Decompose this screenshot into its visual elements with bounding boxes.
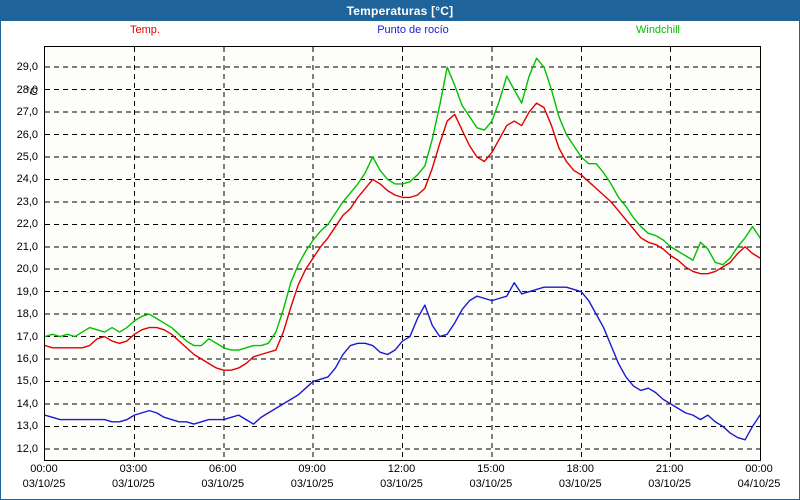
x-axis-tick-time: 18:00 xyxy=(566,463,595,475)
y-axis-tick-label: 16,0 xyxy=(16,352,38,365)
x-axis-tick-time: 00:00 xyxy=(745,463,773,475)
x-axis-tick-date: 03/10/25 xyxy=(558,478,602,490)
legend-item-windchill: Windchill xyxy=(635,24,681,36)
window-title: Temperaturas [°C] xyxy=(1,1,799,21)
x-axis-tick-label: 06:00 03/10/25 xyxy=(201,462,244,492)
chart-legend: Temp. Punto de rocío Windchill xyxy=(1,21,799,43)
x-axis-tick-time: 06:00 xyxy=(208,463,237,475)
series-line-temp xyxy=(45,102,760,371)
x-axis-tick-label: 15:00 03/10/25 xyxy=(469,462,512,492)
x-axis-tick-time: 03:00 xyxy=(119,463,148,475)
x-axis: 00:00 03/10/25 03:00 03/10/25 06:00 03/10/25 0… xyxy=(1,462,799,498)
y-axis-tick-label: 14,0 xyxy=(16,397,38,410)
y-axis-tick-label: 20,0 xyxy=(16,263,38,276)
legend-item-dewpoint: Punto de rocío xyxy=(377,24,449,36)
x-axis-tick-label: 03:00 03/10/25 xyxy=(112,462,155,492)
y-axis-tick-label: 29,0 xyxy=(16,61,38,74)
y-axis: °C 29,0 28,0 27,0 26,0 25,0 24,0 23,0 22,0 21,0 2… xyxy=(1,46,41,461)
x-axis-tick-date: 03/10/25 xyxy=(111,478,155,490)
y-axis-tick-label: 28,0 xyxy=(16,83,38,96)
y-axis-tick-label: 15,0 xyxy=(16,375,38,388)
x-axis-tick-time: 21:00 xyxy=(655,463,684,475)
x-axis-tick-label: 21:00 03/10/25 xyxy=(648,462,691,492)
plot-area xyxy=(44,46,761,461)
x-axis-tick-date: 03/10/25 xyxy=(469,478,513,490)
x-axis-tick-date: 03/10/25 xyxy=(22,478,66,490)
y-axis-tick-label: 17,0 xyxy=(16,330,38,343)
data-series-lines xyxy=(45,57,760,441)
y-axis-tick-label: 26,0 xyxy=(16,128,38,141)
x-axis-tick-label: 00:00 03/10/25 xyxy=(23,462,66,492)
x-axis-tick-date: 03/10/25 xyxy=(290,478,334,490)
y-axis-tick-label: 27,0 xyxy=(16,106,38,119)
series-line-windchill xyxy=(45,57,760,351)
x-axis-tick-label: 18:00 03/10/25 xyxy=(559,462,602,492)
x-axis-tick-date: 03/10/25 xyxy=(201,478,245,490)
y-axis-tick-label: 21,0 xyxy=(16,240,38,253)
x-axis-tick-time: 09:00 xyxy=(298,463,326,475)
y-axis-tick-label: 22,0 xyxy=(16,218,38,231)
y-axis-tick-label: 25,0 xyxy=(16,150,38,163)
x-axis-tick-label: 12:00 03/10/25 xyxy=(380,462,423,492)
x-axis-tick-label: 00:00 04/10/25 xyxy=(738,462,781,492)
x-axis-tick-date: 03/10/25 xyxy=(648,478,692,490)
y-axis-tick-label: 13,0 xyxy=(16,420,38,433)
grid-lines xyxy=(45,47,760,460)
y-axis-unit-label: °C xyxy=(25,86,38,98)
x-axis-tick-time: 00:00 xyxy=(30,463,58,475)
x-axis-tick-date: 04/10/25 xyxy=(737,478,781,490)
x-axis-tick-label: 09:00 03/10/25 xyxy=(291,462,334,492)
legend-item-temp: Temp. xyxy=(130,24,160,36)
series-line-dewpoint xyxy=(45,281,760,441)
x-axis-tick-date: 03/10/25 xyxy=(380,478,423,490)
y-axis-tick-label: 24,0 xyxy=(16,173,38,186)
y-axis-tick-label: 18,0 xyxy=(16,308,38,321)
x-axis-tick-time: 12:00 xyxy=(387,463,416,475)
y-axis-tick-label: 19,0 xyxy=(16,285,38,298)
y-axis-tick-label: 12,0 xyxy=(16,442,38,455)
y-axis-tick-label: 23,0 xyxy=(16,195,38,208)
x-axis-tick-time: 15:00 xyxy=(477,463,505,475)
